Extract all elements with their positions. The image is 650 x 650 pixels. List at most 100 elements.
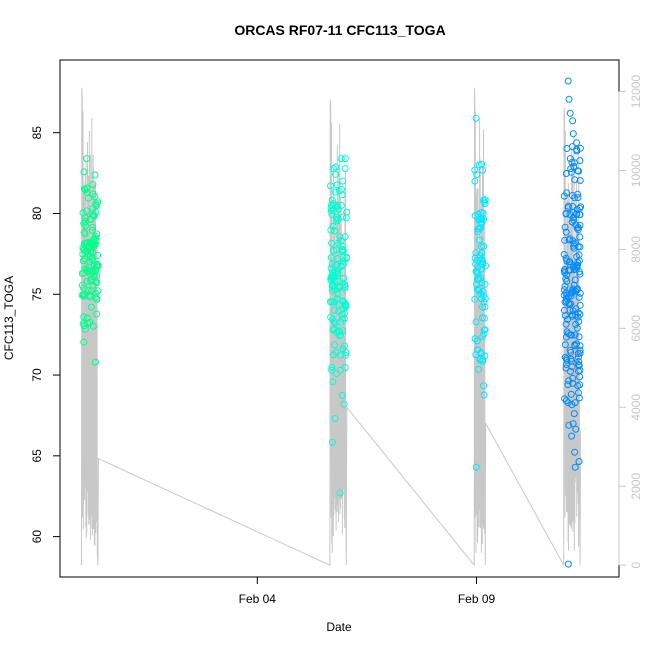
data-point [565,236,573,244]
data-point [475,161,483,169]
data-point [336,233,344,241]
data-point [339,213,347,221]
data-point [80,313,88,321]
x-tick-label: Feb 09 [458,592,496,606]
data-point [471,166,479,174]
data-point [480,391,488,399]
data-point [571,399,579,407]
data-point [339,260,347,268]
data-point [93,202,100,210]
data-point [471,295,479,303]
data-point [574,243,582,251]
y2-tick-label: 4000 [629,394,643,421]
data-point [327,254,335,262]
data-point [332,246,340,254]
data-point [480,215,488,223]
data-point [336,489,344,497]
data-point [560,291,568,299]
data-point [80,338,88,346]
data-point [329,223,337,230]
data-point [93,230,101,238]
data-point [328,207,335,215]
data-point [338,391,346,399]
data-point [328,210,336,218]
data-point [482,262,489,270]
data-point [576,381,584,389]
data-point [475,216,483,224]
data-point [92,294,100,301]
data-point [93,310,101,318]
data-point [571,448,579,456]
data-point [562,320,570,328]
data-point [570,216,578,224]
data-point [81,255,89,263]
data-point [570,288,578,296]
data-point [330,277,338,285]
data-point [480,382,488,390]
data-point [563,328,571,336]
y-tick-label: 65 [30,449,44,463]
data-point [328,287,336,295]
data-point [472,463,480,471]
data-point [89,223,97,231]
data-point [576,233,584,241]
data-point [82,222,89,229]
data-point [81,186,89,194]
data-point [472,260,480,268]
data-point [475,236,483,244]
data-point [341,282,349,290]
data-point [90,241,98,248]
data-point [571,276,579,284]
data-point [83,314,91,322]
data-point [481,200,489,208]
altitude-layer [81,87,582,567]
data-point [571,463,579,471]
data-point [339,243,347,250]
data-point [331,188,339,196]
data-point [478,215,485,223]
data-point [575,361,583,369]
data-point [338,191,346,199]
data-point [568,192,576,199]
data-point [575,293,583,301]
chart-title: ORCAS RF07-11 CFC113_TOGA [234,22,445,38]
data-point [564,399,572,407]
data-point [480,196,488,204]
data-point [341,364,349,371]
data-point [80,292,88,300]
data-point [475,275,483,283]
data-point [564,560,572,568]
data-point [339,254,347,261]
data-point [574,350,582,358]
data-point [560,306,568,314]
data-point [79,320,87,327]
data-point [569,420,577,428]
data-point [93,295,101,303]
data-point [334,215,342,223]
data-point [91,212,98,220]
data-point [89,211,97,219]
data-point [561,395,568,403]
data-point [472,268,480,275]
data-point [566,109,574,117]
data-point [340,305,348,312]
y-tick-label: 80 [30,206,44,220]
data-point [334,290,342,298]
data-point [334,269,341,277]
data-point [89,181,97,188]
data-point [480,242,488,250]
data-point [472,351,480,359]
data-point [573,340,580,348]
data-point [568,432,576,440]
data-point [341,155,349,163]
data-point [343,208,351,216]
data-point [83,239,91,247]
data-point [471,335,479,343]
data-point [328,260,336,268]
data-point [474,210,482,218]
data-point [86,269,94,277]
data-point [566,211,574,218]
data-point [567,168,575,176]
data-point [341,351,349,359]
